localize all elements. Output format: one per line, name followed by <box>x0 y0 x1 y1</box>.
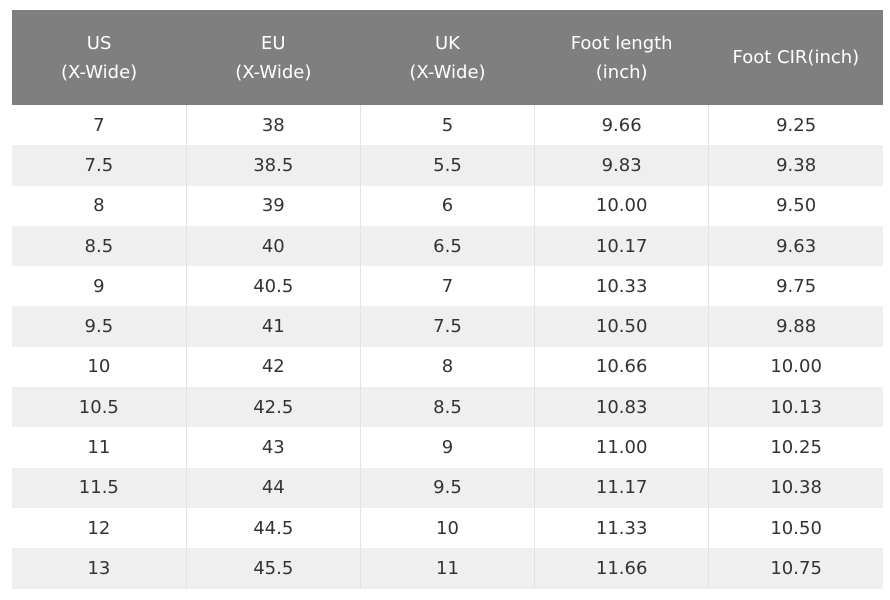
table-cell: 38.5 <box>185 145 361 186</box>
table-row: 9.5 41 7.5 10.50 9.88 <box>12 306 883 347</box>
table-cell: 44.5 <box>185 507 361 549</box>
header-line: EU <box>261 32 286 54</box>
table-cell: 9.38 <box>708 145 883 186</box>
table-cell: 7.5 <box>12 145 187 186</box>
table-cell: 9.63 <box>708 225 883 267</box>
table-cell: 12 <box>87 517 111 539</box>
table-cell: 10.75 <box>708 548 883 589</box>
table-cell: 7.5 <box>359 306 535 347</box>
header-cell: EU (X-Wide) <box>186 10 361 105</box>
header-row: US (X-Wide) EU (X-Wide) UK (X-Wide) Foot lengt… <box>12 10 883 105</box>
table-cell: 10 <box>359 507 535 549</box>
table-cell: 8 <box>93 195 105 217</box>
table-row: 7.5 38.5 5.5 9.83 9.38 <box>12 145 883 186</box>
table-row: 11.5 44 9.5 11.17 10.38 <box>12 467 883 508</box>
table-cell: 44 <box>185 467 361 508</box>
header-line: US <box>86 32 112 54</box>
header-cell: US (X-Wide) <box>12 10 187 105</box>
table-cell: 10.38 <box>708 467 883 508</box>
table-header: US (X-Wide) EU (X-Wide) UK (X-Wide) Foot lengt… <box>12 10 883 105</box>
header-line: (X-Wide) <box>409 61 486 83</box>
header-line: (inch) <box>595 61 648 83</box>
table-cell: 11.33 <box>534 507 709 549</box>
table-cell: 10.25 <box>708 427 883 468</box>
table-cell: 13 <box>12 548 187 589</box>
table-cell: 38 <box>185 105 361 146</box>
table-cell: 11 <box>359 548 535 589</box>
table-cell: 10.33 <box>534 266 709 307</box>
table-cell: 9.83 <box>534 145 709 186</box>
table-cell: 9 <box>359 427 535 468</box>
table-cell: 8.5 <box>12 225 187 267</box>
table-cell: 11.00 <box>534 427 709 468</box>
table-cell: 41 <box>185 306 361 347</box>
table-cell: 43 <box>185 427 361 468</box>
table-cell: 8 <box>359 346 535 388</box>
table-cell: 10.50 <box>534 306 709 347</box>
table-cell: 6 <box>359 185 535 226</box>
table-cell: 5.5 <box>359 145 535 186</box>
table-cell: 9.88 <box>708 306 883 347</box>
header-line: Foot CIR(inch) <box>732 47 860 68</box>
table-cell: 6.5 <box>359 225 535 267</box>
table-row: 13 45.5 11 11.66 10.75 <box>12 548 883 589</box>
table-cell: 10.50 <box>708 507 883 549</box>
table-cell: 11.66 <box>534 548 709 589</box>
table-cell: 5 <box>359 105 535 146</box>
table-cell: 10.00 <box>708 346 883 388</box>
table-cell: 11.17 <box>534 467 709 508</box>
table-cell: 10.66 <box>534 346 709 388</box>
table-body: 7 38 5 9.66 9.25 7.5 38.5 5.5 9.83 9.38 8 39 6 10.00 9… <box>12 105 883 589</box>
table-cell: 9.75 <box>708 266 883 307</box>
table-cell: 10.17 <box>534 225 709 267</box>
table-cell: 7 <box>93 114 105 136</box>
table-row: 9 40.5 7 10.33 9.75 <box>12 266 883 307</box>
header-line: UK <box>434 32 460 54</box>
table-cell: 11.5 <box>12 467 187 508</box>
table-cell: 10.83 <box>534 387 709 428</box>
header-cell: Foot CIR(inch) <box>708 10 883 105</box>
table-cell: 42.5 <box>185 387 361 428</box>
size-table: US (X-Wide) EU (X-Wide) UK (X-Wide) Foot lengt… <box>12 10 883 589</box>
table-cell: 9.25 <box>708 105 883 146</box>
table-cell: 11 <box>87 437 111 459</box>
table-cell: 9.66 <box>534 105 709 146</box>
table-cell: 9 <box>93 275 105 297</box>
table-row: 8 39 6 10.00 9.50 <box>12 185 883 226</box>
table-row: 10 42 8 10.66 10.00 <box>12 346 883 388</box>
table-cell: 10 <box>87 356 111 378</box>
header-line: (X-Wide) <box>235 61 312 83</box>
table-cell: 40 <box>185 225 361 267</box>
table-cell: 10.00 <box>534 185 709 226</box>
table-row: 12 44.5 10 11.33 10.50 <box>12 507 883 549</box>
table-row: 7 38 5 9.66 9.25 <box>12 105 883 146</box>
table-cell: 10.5 <box>12 387 187 428</box>
table-cell: 9.5 <box>359 467 535 508</box>
table-cell: 8.5 <box>359 387 535 428</box>
table-cell: 9.5 <box>12 306 187 347</box>
table-cell: 7 <box>359 266 535 307</box>
header-line: Foot length <box>570 32 673 54</box>
header-line: (X-Wide) <box>61 61 138 83</box>
table-cell: 40.5 <box>185 266 361 307</box>
table-row: 8.5 40 6.5 10.17 9.63 <box>12 225 883 267</box>
table-cell: 9.50 <box>708 185 883 226</box>
table-cell: 42 <box>185 346 361 388</box>
table-row: 10.5 42.5 8.5 10.83 10.13 <box>12 387 883 428</box>
header-cell: UK (X-Wide) <box>360 10 535 105</box>
table-row: 11 43 9 11.00 10.25 <box>12 427 883 468</box>
table-cell: 45.5 <box>185 548 361 589</box>
table-cell: 39 <box>185 185 361 226</box>
table-cell: 10.13 <box>708 387 883 428</box>
header-cell: Foot length (inch) <box>534 10 709 105</box>
